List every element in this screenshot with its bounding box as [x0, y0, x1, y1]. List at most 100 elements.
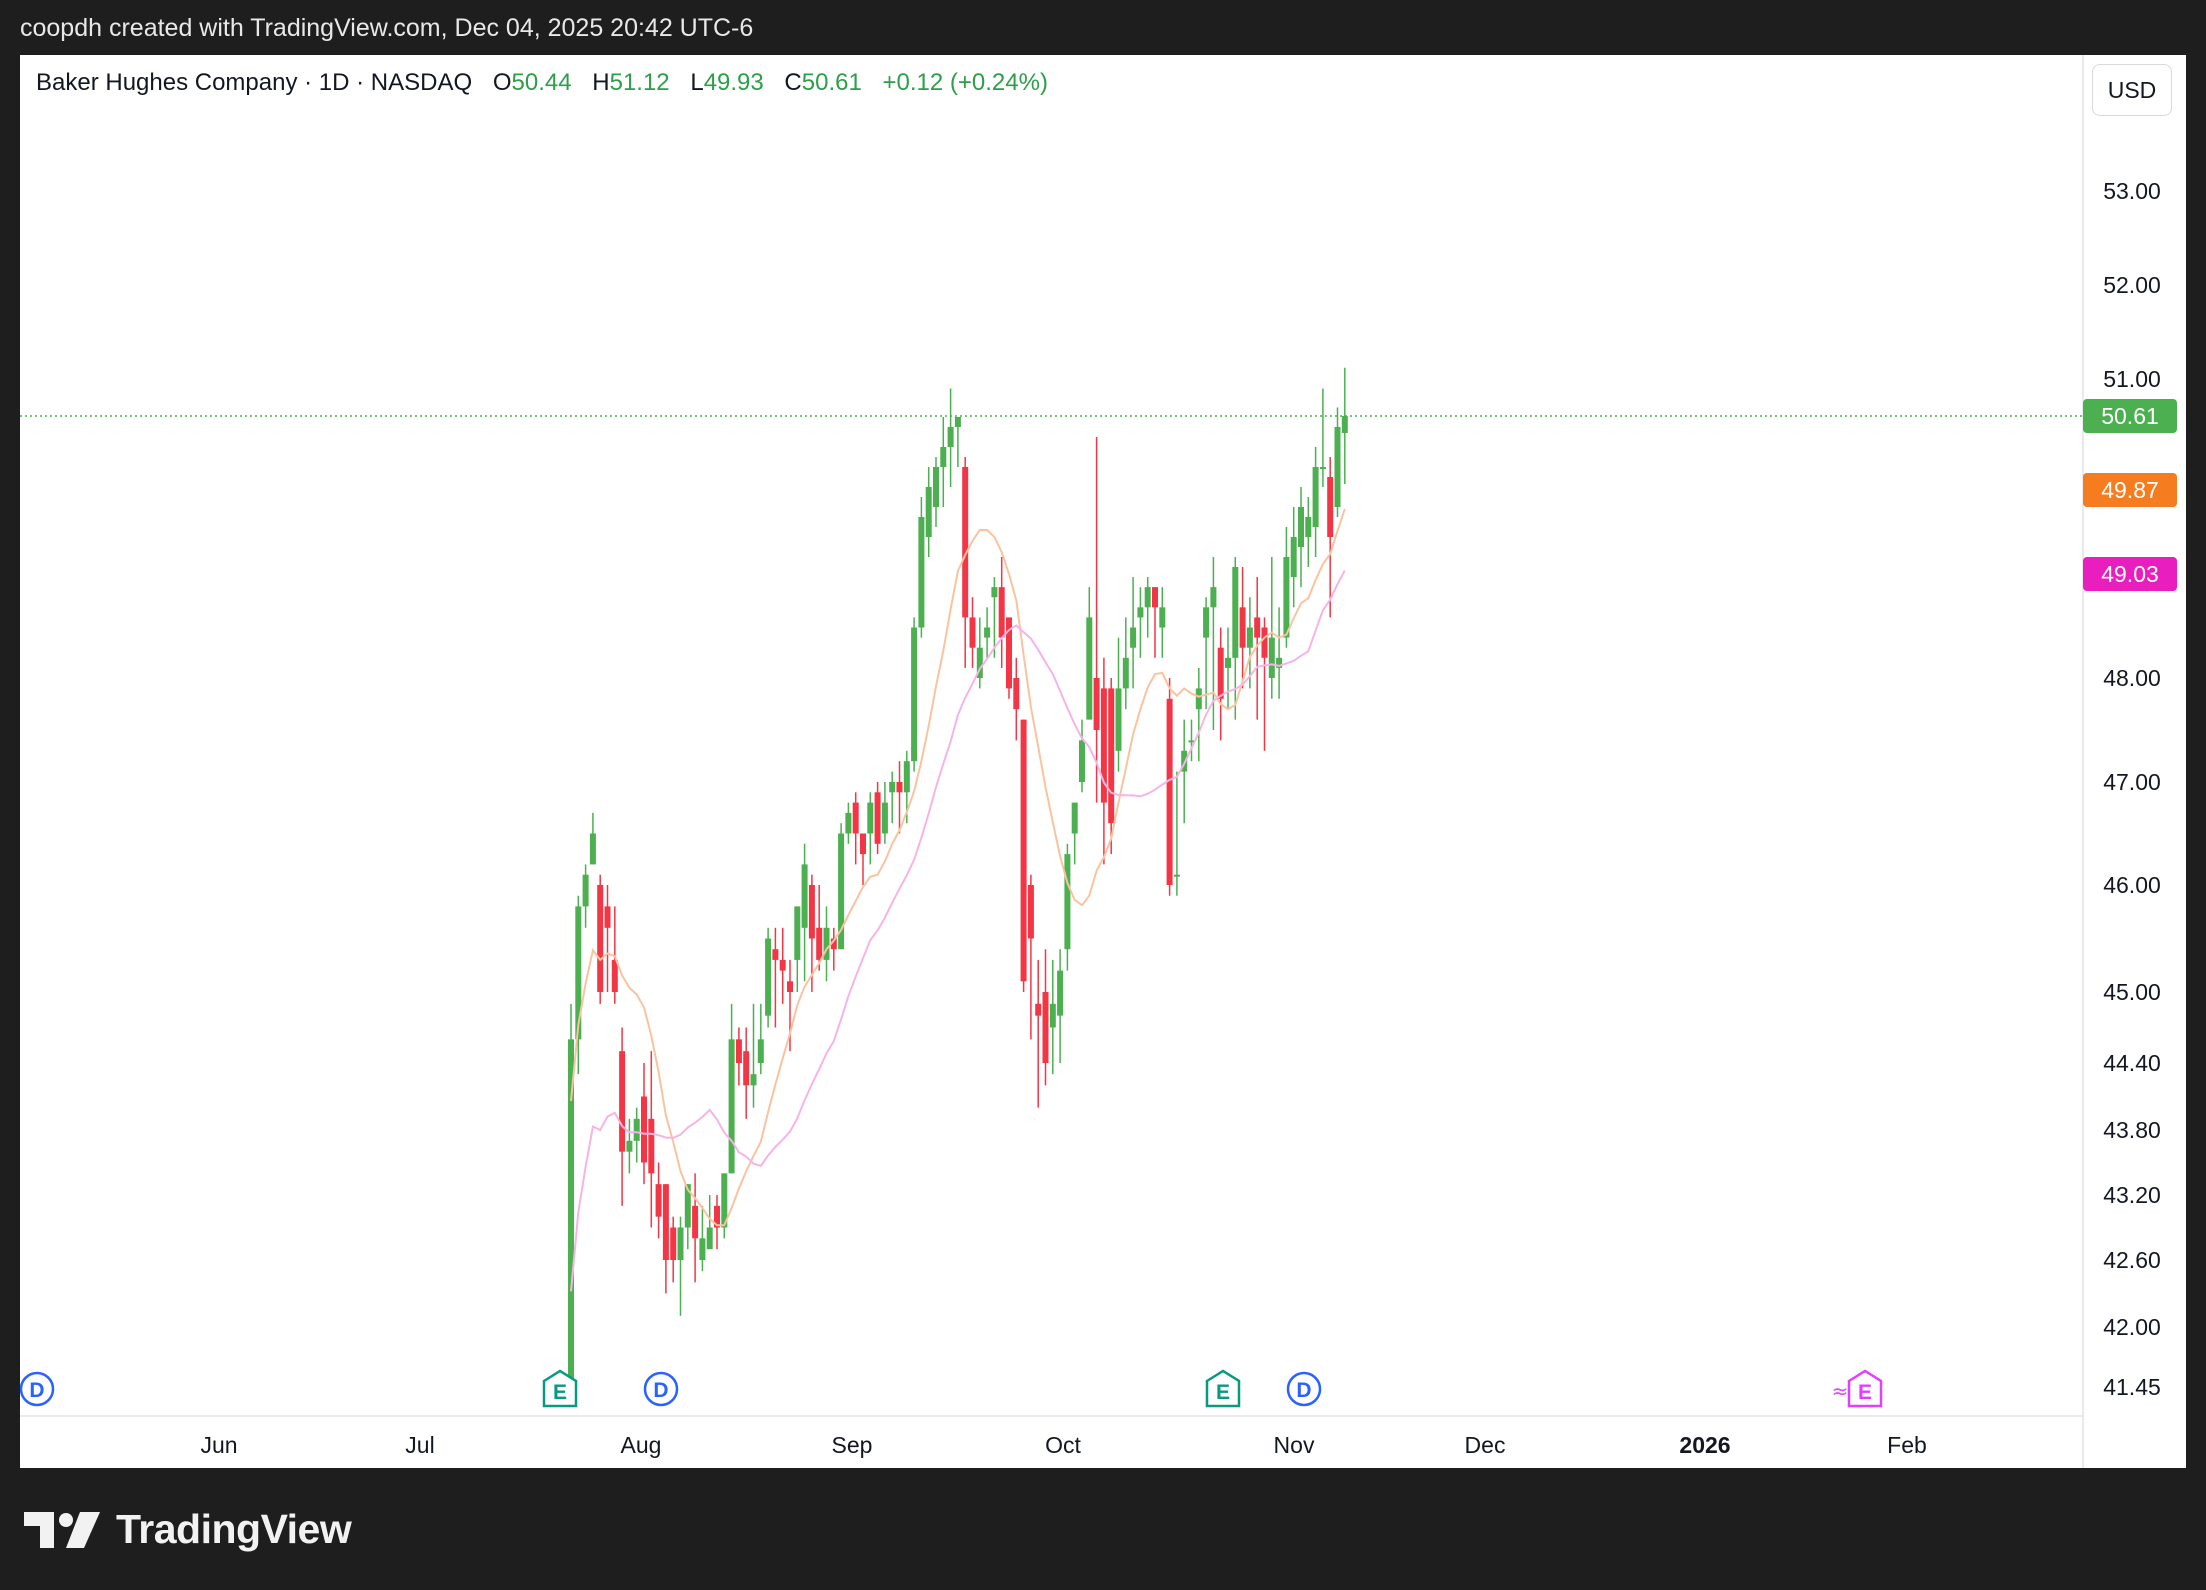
earnings-marker-label: E: [1216, 1381, 1230, 1404]
x-tick-label: Jun: [200, 1432, 237, 1458]
price-chart[interactable]: 53.00 52.00 51.00 48.00 47.00 46.00 45.00 44.40…: [20, 55, 2186, 1468]
candle-body: [998, 587, 1005, 638]
candle-body: [816, 927, 823, 960]
high-label: H: [592, 69, 610, 96]
candle-body: [1246, 627, 1253, 648]
candle-body: [794, 906, 801, 960]
price-tag-label: 49.03: [2101, 561, 2159, 587]
candle-body: [582, 874, 589, 907]
candle: [1086, 587, 1093, 720]
dividend-marker-label: D: [653, 1379, 668, 1402]
tradingview-logo-icon: [24, 1511, 100, 1548]
candle-body: [947, 427, 954, 447]
candle: [1079, 719, 1085, 793]
candle: [860, 833, 866, 885]
candle-body: [823, 927, 830, 960]
candle-body: [1327, 477, 1334, 537]
candle-body: [677, 1227, 684, 1260]
candle-body: [1319, 467, 1326, 469]
candle: [845, 802, 852, 844]
candle: [911, 617, 918, 772]
candle-body: [589, 833, 596, 865]
candle: [1276, 607, 1283, 699]
x-tick-label: 2026: [1679, 1432, 1730, 1458]
candle-body: [1006, 617, 1012, 689]
candle-body: [787, 981, 793, 992]
low-label: L: [690, 69, 704, 96]
candle-body: [1290, 537, 1297, 578]
candle-body: [655, 1184, 662, 1217]
high-value: 51.12: [609, 69, 670, 96]
candle: [1225, 627, 1231, 710]
candle-body: [1071, 802, 1078, 834]
candle-body: [1283, 557, 1290, 638]
candle: [1188, 719, 1195, 762]
candle-body: [684, 1184, 691, 1228]
candle: [1181, 719, 1188, 824]
candle-body: [925, 487, 932, 537]
candle-body: [896, 782, 903, 793]
candle: [633, 1107, 640, 1163]
candle-body: [1122, 657, 1129, 689]
y-tick-label: 47.00: [2103, 769, 2161, 795]
price-tag-label: 50.61: [2101, 403, 2159, 429]
candle: [699, 1205, 706, 1272]
candle-body: [1159, 607, 1166, 628]
chart-caption: coopdh created with TradingView.com, Dec…: [20, 14, 754, 42]
candle-body: [991, 587, 998, 598]
dividend-marker: D: [1286, 1371, 1322, 1407]
candle: [1013, 657, 1020, 741]
candle-body: [801, 864, 808, 928]
x-tick-label: Jul: [405, 1432, 434, 1458]
candle: [1152, 587, 1158, 658]
candle: [1298, 487, 1304, 588]
candle-body: [735, 1039, 742, 1063]
candle: [896, 761, 903, 834]
price-tag-label: 49.87: [2101, 477, 2159, 503]
y-tick-label: 41.45: [2103, 1374, 2161, 1400]
candle-body: [881, 802, 888, 834]
candle-body: [699, 1238, 706, 1260]
candle-body: [597, 885, 604, 992]
candle-body: [611, 959, 618, 992]
candle-body: [1232, 567, 1239, 658]
y-tick-label: 44.40: [2103, 1050, 2161, 1076]
close-label: C: [784, 69, 802, 96]
low-value: 49.93: [703, 69, 764, 96]
y-tick-label: 46.00: [2103, 872, 2161, 898]
candle-body: [954, 417, 961, 427]
candle: [589, 812, 596, 865]
candle: [728, 1003, 735, 1174]
candle: [889, 771, 896, 824]
y-tick-label: 52.00: [2103, 272, 2161, 298]
candle: [721, 1173, 728, 1239]
dividend-marker-circle: [643, 1371, 679, 1407]
candle: [874, 782, 881, 855]
symbol-title[interactable]: Baker Hughes Company · 1D · NASDAQ: [36, 69, 473, 96]
candle-body: [1276, 657, 1283, 668]
dividend-marker: D: [20, 1371, 55, 1407]
candle: [1246, 597, 1253, 689]
candle-body: [1144, 587, 1151, 608]
candle-body: [1093, 678, 1100, 730]
tradingview-logo[interactable]: TradingView: [24, 1506, 352, 1553]
candle-body: [765, 938, 772, 1016]
candle: [1327, 457, 1334, 618]
candle: [1268, 557, 1275, 699]
candle: [947, 388, 954, 487]
candle: [801, 843, 808, 982]
candle: [830, 927, 837, 971]
chart-frame[interactable]: 53.00 52.00 51.00 48.00 47.00 46.00 45.00 44.40…: [20, 55, 2186, 1468]
candle: [670, 1216, 677, 1283]
currency-button[interactable]: USD: [2092, 64, 2172, 116]
candle: [611, 906, 618, 1004]
candle: [816, 885, 823, 971]
candle: [568, 1003, 574, 1404]
candle-body: [1130, 627, 1137, 648]
candle-body: [772, 949, 779, 960]
candle-body: [911, 627, 918, 762]
candle-body: [962, 467, 969, 618]
earnings-marker-shape: [1205, 1369, 1241, 1408]
candle: [655, 1162, 662, 1239]
candle-body: [889, 782, 896, 793]
